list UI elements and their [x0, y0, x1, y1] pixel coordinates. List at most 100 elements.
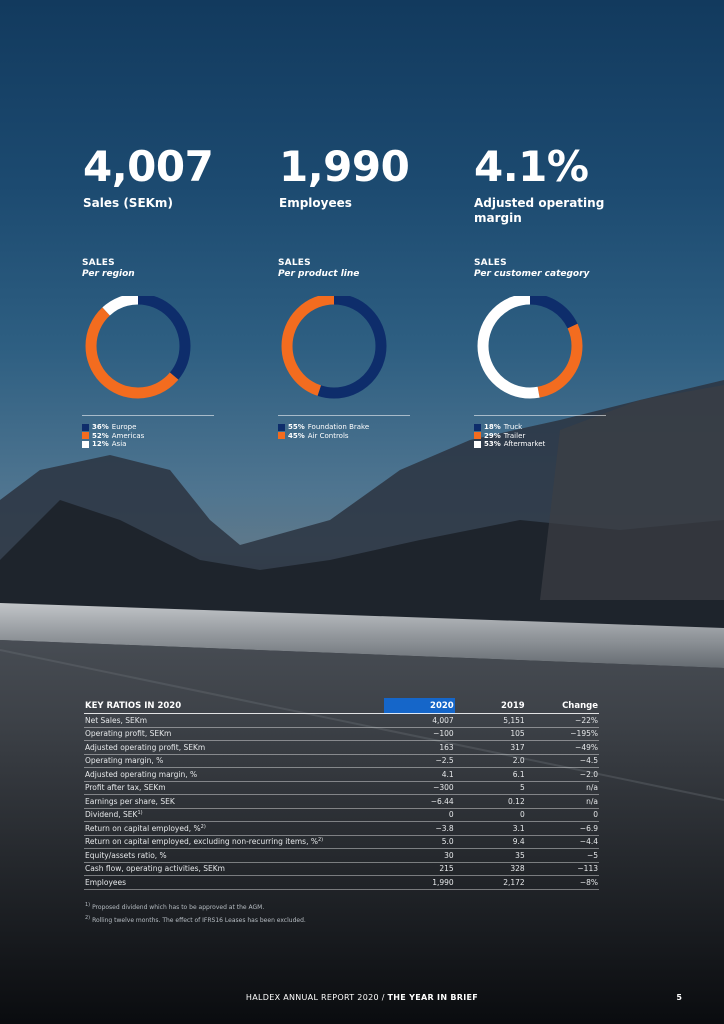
row-label-text: Return on capital employed, excluding no…	[85, 837, 318, 847]
legend-swatch	[278, 423, 285, 431]
key-ratios-table: KEY RATIOS IN 2020 2020 2019 Change Net …	[84, 698, 599, 890]
value-2020-text: 4.1	[441, 769, 454, 779]
kpi-label: Employees	[279, 196, 352, 210]
legend-swatch	[474, 440, 481, 448]
value-2020: 5.0	[383, 835, 455, 849]
value-change: −6.9	[525, 821, 599, 836]
table-header-row: KEY RATIOS IN 2020 2020 2019 Change	[84, 698, 599, 714]
value-change: −49%	[525, 740, 599, 755]
footer-report-name: HALDEX ANNUAL REPORT 2020 /	[245, 993, 388, 1002]
table-row: Return on capital employed, %2) −3.8 3.1 −6…	[84, 821, 599, 836]
value-change-text: −6.9	[579, 823, 598, 833]
value-change: n/a	[525, 781, 599, 795]
chart-sales-per-region: SALES Per region 36% Europe 52% Americas 12%…	[82, 258, 214, 448]
value-2020-text: −2.5	[435, 756, 454, 766]
footer-section: THE YEAR IN BRIEF	[387, 993, 479, 1002]
footnote-text: Proposed dividend which has to be approv…	[92, 904, 265, 911]
value-2020: −6.44	[383, 794, 455, 809]
legend-swatch	[474, 432, 481, 440]
value-2020: 4,007	[383, 713, 455, 728]
legend-percent: 36%	[92, 423, 109, 431]
value-change: −113	[525, 862, 599, 876]
legend-percent: 12%	[92, 440, 109, 448]
value-2019-text: 105	[510, 729, 525, 739]
value-2020: 1,990	[383, 875, 455, 890]
chart-sales-per-customer-category: SALES Per customer category 18% Truck 29% T…	[474, 258, 606, 448]
table-row: Earnings per share, SEK −6.44 0.12 n/a	[84, 794, 599, 809]
value-change: 0	[525, 808, 599, 822]
table-row: Profit after tax, SEKm −300 5 n/a	[84, 781, 599, 795]
footnote-mark: 1)	[85, 902, 91, 908]
table-title: KEY RATIOS IN 2020	[84, 698, 384, 714]
row-label-text: Operating profit, SEKm	[85, 729, 172, 739]
kpi-label: Sales (SEKm)	[83, 196, 173, 210]
kpi-label: Adjusted operating margin	[474, 196, 605, 225]
row-label: Operating profit, SEKm	[84, 727, 384, 741]
row-label: Operating margin, %	[84, 754, 384, 768]
value-change-text: −113	[577, 864, 598, 874]
legend-item: 53% Aftermarket	[474, 440, 545, 449]
value-change: −195%	[525, 727, 599, 741]
column-header-change: Change	[525, 698, 599, 714]
row-label-text: Dividend, SEK	[85, 810, 138, 820]
legend-item: 36% Europe	[82, 423, 144, 432]
value-2019-text: 9.4	[512, 837, 525, 847]
value-change-text: 0	[593, 810, 598, 820]
footnote-text: Rolling twelve months. The effect of IFR…	[92, 917, 306, 924]
value-2020-text: −3.8	[435, 823, 454, 833]
value-2019-text: 0	[519, 810, 525, 820]
value-2020: −100	[383, 727, 455, 741]
legend-swatch	[82, 440, 89, 448]
chart-subtitle: Per product line	[278, 269, 360, 279]
donut-chart	[477, 296, 583, 399]
value-2020-text: 0	[448, 810, 454, 820]
value-2019-text: 2.0	[512, 756, 525, 766]
value-2020: 0	[383, 808, 455, 822]
value-change: −22%	[525, 713, 599, 728]
legend-swatch	[474, 423, 481, 431]
table-row: Adjusted operating profit, SEKm 163 317 −49…	[84, 740, 599, 755]
row-label: Equity/assets ratio, %	[84, 848, 384, 863]
row-label-text: Profit after tax, SEKm	[85, 783, 166, 793]
value-2020-text: 215	[439, 864, 454, 874]
chart-title: SALES	[474, 258, 507, 268]
donut-chart	[281, 296, 387, 399]
value-change-text: −22%	[575, 715, 598, 725]
row-label-text: Cash flow, operating activities, SEKm	[85, 864, 225, 874]
table-row: Net Sales, SEKm 4,007 5,151 −22%	[84, 713, 599, 728]
chart-subtitle: Per region	[82, 269, 135, 279]
value-change: −4.5	[525, 754, 599, 768]
row-label: Net Sales, SEKm	[84, 713, 384, 728]
value-2019-text: 5,151	[503, 715, 525, 725]
row-label: Return on capital employed, excluding no…	[84, 835, 384, 849]
value-2019: 35	[454, 848, 526, 863]
row-label-text: Operating margin, %	[85, 756, 164, 766]
table-body: Net Sales, SEKm 4,007 5,151 −22% Operating p…	[84, 713, 599, 890]
legend-label: Aftermarket	[503, 440, 546, 448]
legend-percent: 29%	[484, 431, 501, 440]
table-row: Cash flow, operating activities, SEKm 215…	[84, 862, 599, 876]
donut-segment-air-controls	[281, 296, 387, 399]
row-label: Adjusted operating margin, %	[84, 767, 384, 782]
footnote: 1) Proposed dividend which has to be app…	[85, 900, 306, 913]
chart-sales-per-product-line: SALES Per product line 55% Foundation Bra…	[278, 258, 410, 440]
value-change: −8%	[525, 875, 599, 890]
legend-item: 55% Foundation Brake	[278, 423, 369, 432]
value-2019: 3.1	[454, 821, 526, 836]
value-2020-text: 30	[444, 850, 454, 860]
value-2019: 0	[454, 808, 526, 822]
value-change-text: −4.4	[579, 837, 598, 847]
legend-label: Europe	[111, 423, 137, 431]
value-2020-text: −100	[433, 729, 454, 739]
chart-legend: 55% Foundation Brake 45% Air Controls	[278, 423, 369, 440]
legend-label: Truck	[503, 423, 523, 431]
footnote-mark: 2)	[85, 915, 91, 921]
value-2019: 5	[454, 781, 526, 795]
legend-swatch	[82, 423, 89, 431]
table-row: Operating margin, % −2.5 2.0 −4.5	[84, 754, 599, 768]
value-2019: 2,172	[454, 875, 526, 890]
divider	[474, 415, 606, 416]
row-label: Cash flow, operating activities, SEKm	[84, 862, 384, 876]
table-row: Dividend, SEK1) 0 0 0	[84, 808, 599, 822]
legend-label: Air Controls	[307, 431, 349, 440]
